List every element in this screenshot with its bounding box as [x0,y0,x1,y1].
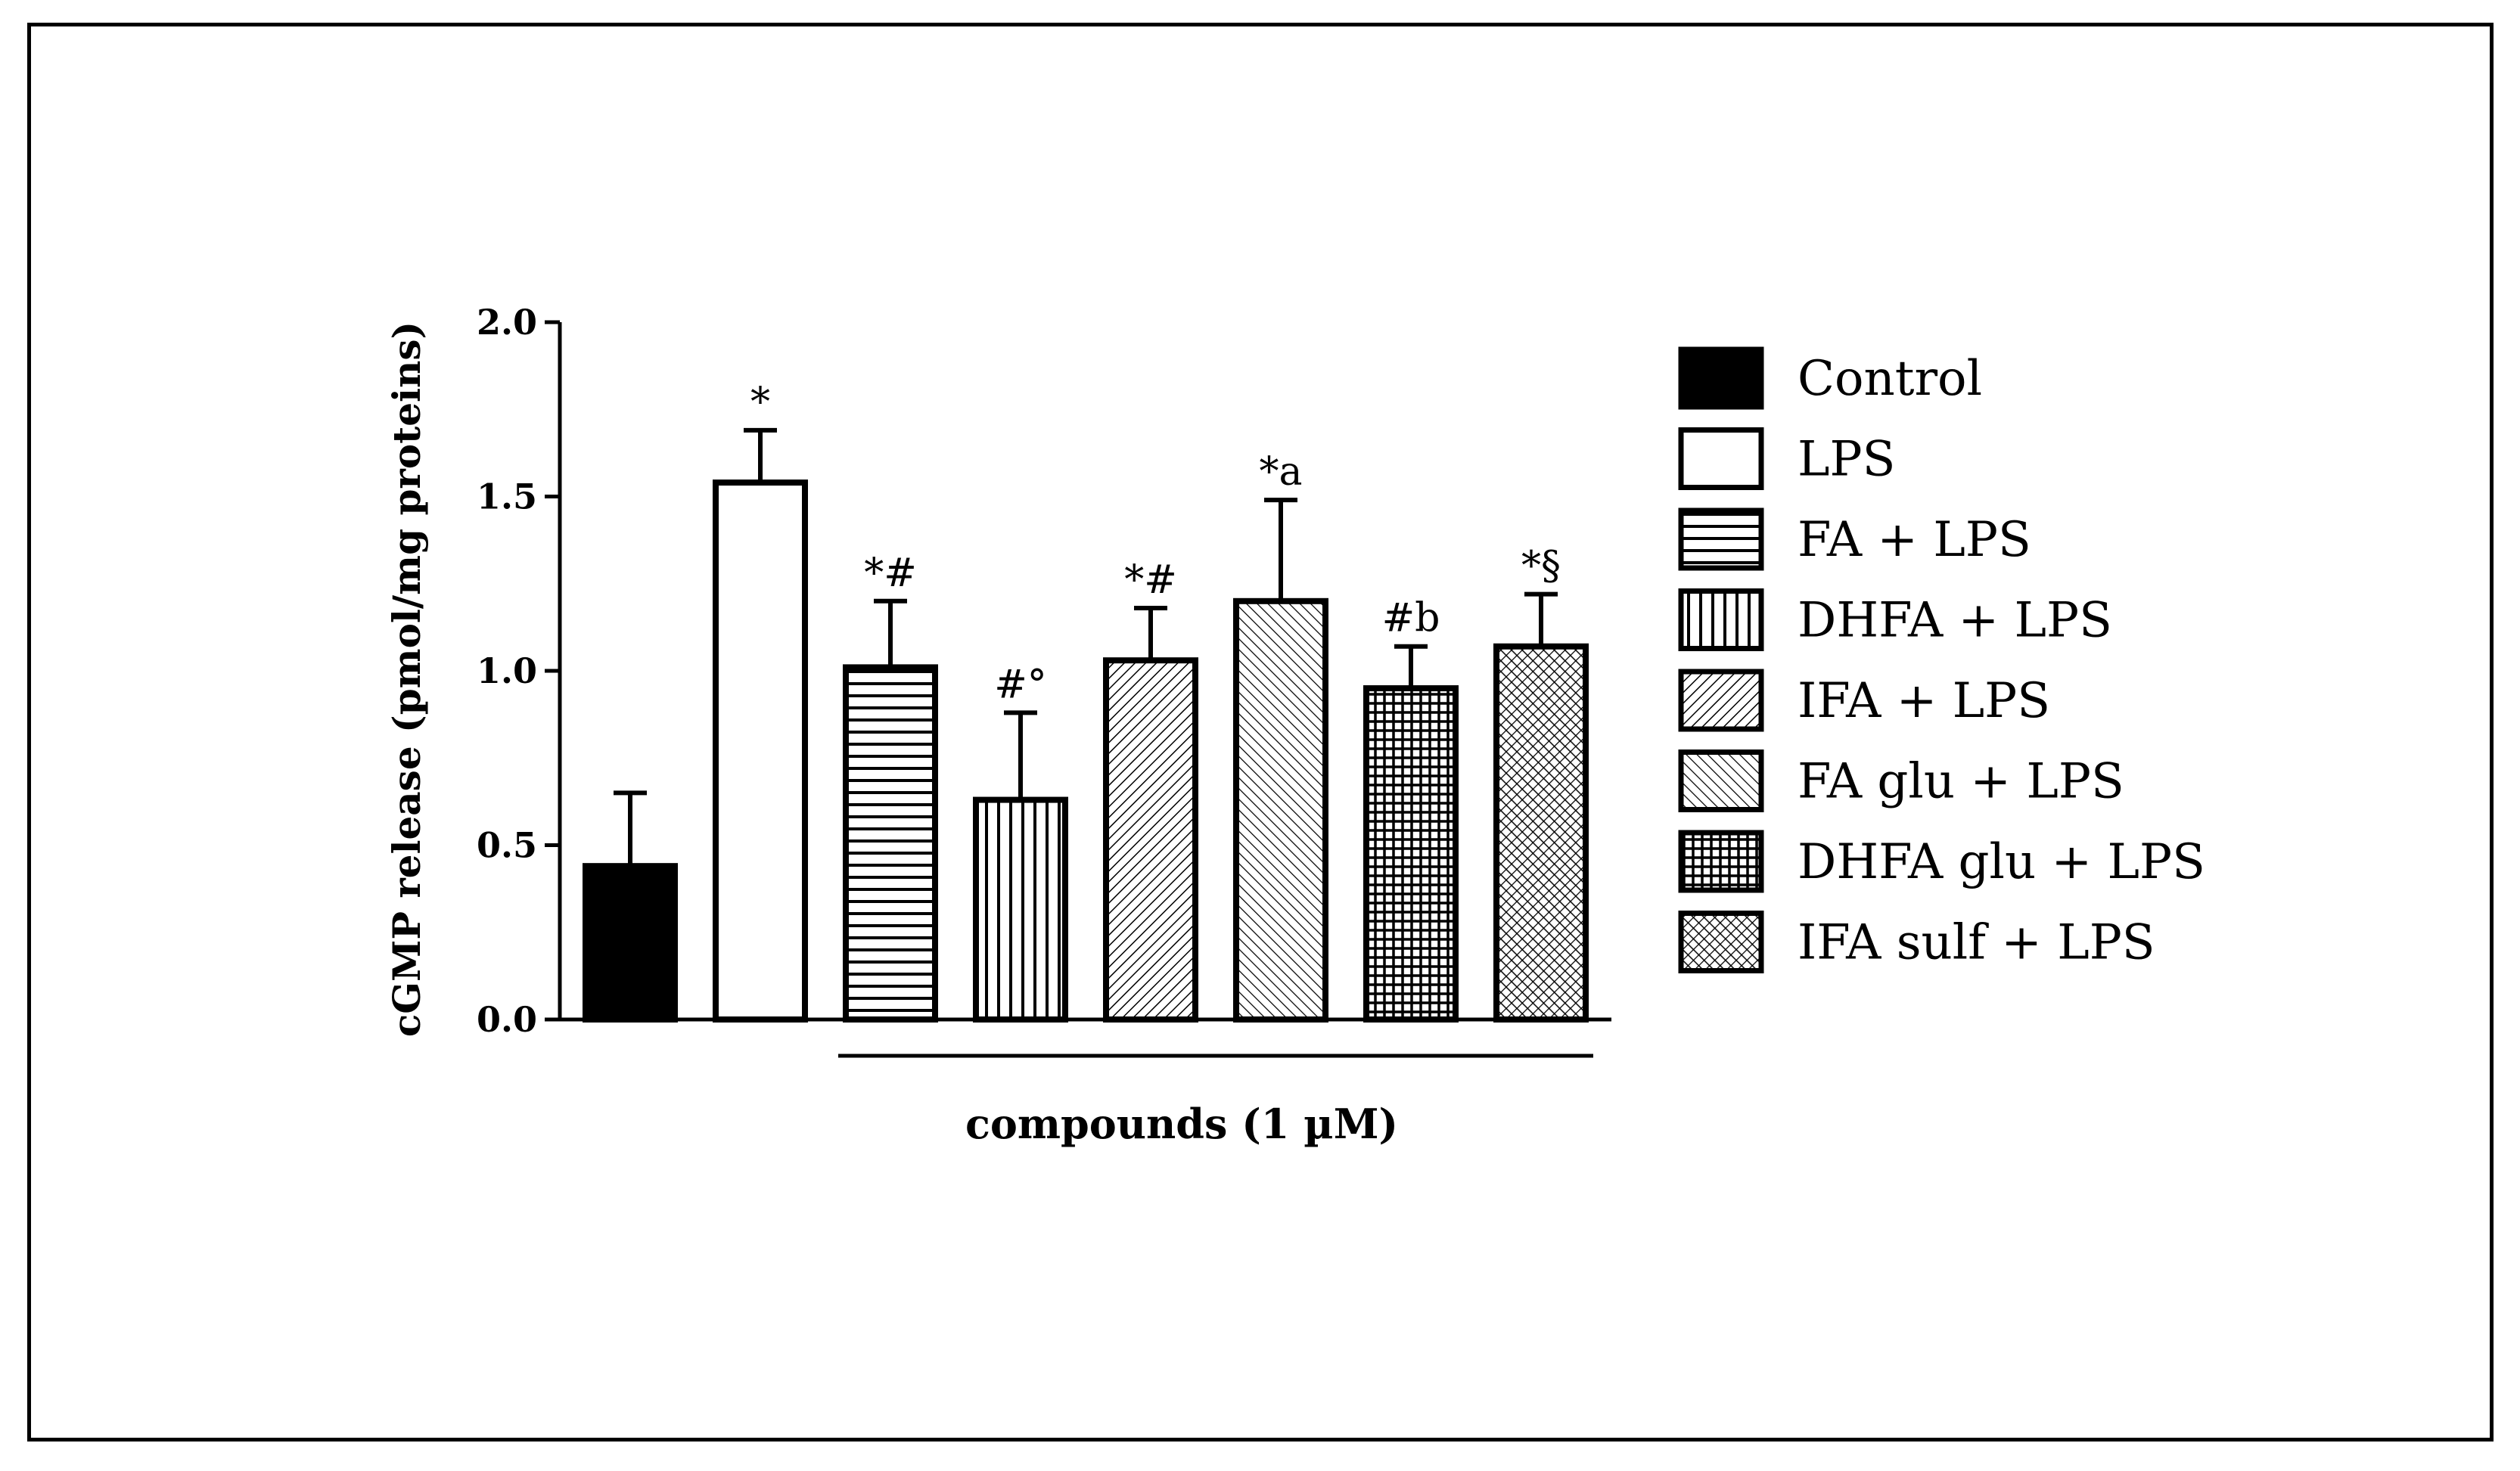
legend-label-3: FA + LPS [1798,512,2031,568]
bar-annotation-4: #° [994,662,1047,707]
legend-swatch-5 [1678,669,1764,732]
legend-label-7: DHFA glu + LPS [1798,834,2205,890]
legend-label-6: FA glu + LPS [1798,754,2124,810]
bars: * *# #° *# *a #b *§ [583,380,1589,1023]
bar-5 [1103,657,1198,1023]
bar-6 [1233,597,1328,1023]
bar-annotation-8: *§ [1521,544,1561,589]
bar-3 [843,664,938,1023]
legend-swatch-4 [1678,588,1764,651]
bar-annotation-5: *# [1124,557,1177,603]
y-tick-label: 2.0 [477,302,537,343]
bar-2 [713,479,808,1023]
legend-label-1: Control [1798,351,1982,407]
legend-label-8: IFA sulf + LPS [1798,915,2155,971]
legend-swatch-1 [1678,346,1764,410]
y-tick-label: 1.5 [477,476,537,517]
x-axis-label: compounds (1 µM) [965,1100,1398,1148]
legend-swatch-7 [1678,830,1764,893]
legend: Control LPS FA + LPS DHFA + LPS IFA + LPS FA … [1678,346,2205,973]
y-tick-label: 0.0 [477,999,537,1040]
bar-1 [583,863,678,1023]
y-tick-label: 0.5 [477,825,537,866]
legend-swatch-3 [1678,507,1764,571]
legend-swatch-6 [1678,749,1764,812]
legend-label-4: DHFA + LPS [1798,593,2112,649]
legend-swatch-2 [1678,427,1764,490]
y-tick-label: 1.0 [477,650,537,691]
legend-label-5: IFA + LPS [1798,673,2050,729]
legend-label-2: LPS [1798,432,1895,488]
bar-annotation-6: *a [1259,449,1302,495]
bar-annotation-2: * [750,380,770,425]
legend-swatch-8 [1678,911,1764,973]
bar-annotation-3: *# [864,551,917,596]
bar-annotation-7: #b [1382,596,1440,641]
bar-8 [1493,643,1589,1023]
y-axis-label: cGMP release (pmol/mg proteins) [384,321,429,1037]
bar-7 [1363,685,1459,1023]
bar-4 [973,796,1068,1023]
